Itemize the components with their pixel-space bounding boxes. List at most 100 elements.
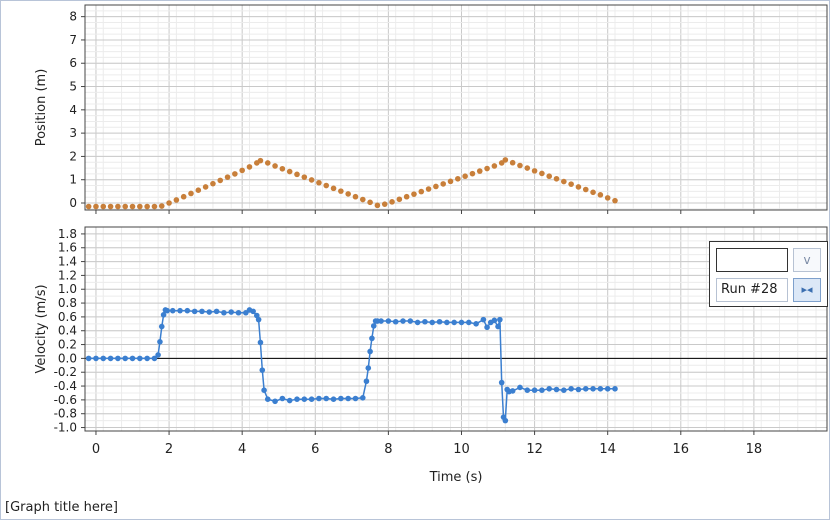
position-data-point: [166, 200, 172, 206]
velocity-data-point: [531, 387, 538, 394]
position-data-point: [338, 188, 344, 194]
position-data-point: [509, 159, 516, 166]
position-data-point: [418, 188, 425, 195]
y-tick-label: 1: [69, 173, 77, 187]
position-data-point: [316, 179, 322, 186]
position-data-point: [210, 180, 216, 187]
y-tick-label: 2: [69, 149, 77, 163]
y-tick-label: -1.0: [54, 421, 77, 435]
x-tick-label: 6: [311, 442, 319, 457]
velocity-data-point: [213, 308, 220, 315]
y-tick-label: 6: [69, 56, 77, 70]
y-tick-label: 1.0: [58, 282, 77, 296]
velocity-data-point: [436, 318, 443, 325]
y-tick-label: 5: [69, 80, 77, 94]
x-tick-label: 2: [165, 442, 173, 457]
velocity-data-point: [308, 396, 315, 402]
velocity-data-point: [539, 387, 545, 394]
position-data-point: [180, 193, 187, 200]
velocity-data-point: [177, 307, 183, 314]
position-data-point: [582, 186, 589, 193]
run-selector-field[interactable]: [716, 248, 788, 272]
velocity-data-point: [491, 317, 498, 324]
position-data-point: [323, 182, 330, 189]
velocity-data-point: [100, 355, 107, 362]
position-data-point: [286, 168, 293, 175]
velocity-data-point: [255, 316, 262, 323]
velocity-data-point: [365, 365, 372, 371]
velocity-data-point: [407, 318, 414, 324]
velocity-data-point: [465, 319, 472, 326]
position-data-point: [195, 187, 202, 193]
position-data-point: [188, 190, 194, 197]
velocity-data-point: [259, 367, 266, 373]
velocity-data-point: [158, 323, 165, 330]
velocity-data-point: [612, 386, 618, 392]
velocity-data-point: [261, 387, 267, 394]
velocity-data-point: [279, 395, 286, 402]
velocity-data-point: [553, 386, 560, 393]
graph-title[interactable]: [Graph title here]: [5, 500, 118, 515]
position-data-point: [107, 203, 114, 210]
velocity-data-point: [122, 355, 129, 362]
velocity-data-point: [250, 308, 256, 315]
velocity-data-point: [228, 309, 235, 315]
y-tick-label: 0.6: [58, 310, 77, 324]
y-tick-label: 0.8: [58, 296, 77, 310]
velocity-data-point: [144, 355, 150, 362]
velocity-data-point: [191, 308, 198, 315]
position-data-point: [279, 165, 286, 172]
velocity-data-point: [235, 309, 242, 316]
position-data-point: [115, 203, 121, 210]
position-data-point: [381, 201, 388, 207]
velocity-data-point: [400, 318, 406, 324]
velocity-data-point: [480, 316, 487, 323]
y-tick-label: 3: [69, 126, 77, 140]
position-data-point: [575, 184, 582, 190]
velocity-data-point: [597, 386, 604, 392]
position-data-point: [447, 178, 454, 185]
position-data-point: [411, 191, 417, 197]
velocity-data-point: [272, 398, 278, 405]
position-data-point: [217, 177, 224, 184]
y-tick-label: 0.4: [58, 324, 77, 338]
velocity-data-point: [369, 335, 375, 342]
velocity-data-point: [151, 355, 158, 362]
position-graph-frame: [84, 4, 828, 211]
velocity-data-point: [338, 395, 344, 402]
velocity-data-point: [115, 355, 121, 362]
x-tick-label: 10: [453, 442, 470, 457]
velocity-data-point: [502, 417, 509, 424]
x-tick-label: 0: [92, 442, 100, 457]
chevron-down-icon[interactable]: v: [793, 248, 821, 272]
position-data-point: [524, 165, 531, 171]
position-data-point: [531, 168, 538, 174]
bowtie-icon[interactable]: ▸◂: [793, 278, 821, 302]
velocity-data-point: [568, 386, 574, 392]
position-data-point: [440, 181, 447, 187]
velocity-data-point: [323, 395, 330, 402]
velocity-data-point: [264, 396, 271, 402]
velocity-data-point: [157, 338, 163, 345]
y-tick-label: 1.8: [58, 227, 77, 241]
velocity-data-point: [301, 396, 308, 402]
velocity-data-point: [345, 395, 351, 402]
velocity-data-point: [444, 319, 450, 326]
run-label[interactable]: Run #28: [716, 278, 788, 302]
position-data-point: [224, 174, 231, 180]
position-data-point: [158, 203, 165, 209]
velocity-data-point: [107, 355, 114, 362]
y-tick-label: 4: [69, 103, 77, 117]
velocity-data-point: [517, 384, 523, 391]
velocity-data-point: [392, 318, 399, 325]
position-data-point: [425, 186, 432, 192]
velocity-data-point: [199, 308, 205, 315]
velocity-data-point: [546, 386, 553, 392]
position-data-point: [455, 175, 461, 182]
y-tick-label: 1.6: [58, 241, 77, 255]
velocity-data-point: [93, 355, 99, 362]
position-data-point: [352, 193, 359, 200]
velocity-data-point: [367, 348, 373, 355]
velocity-data-point: [184, 307, 191, 314]
